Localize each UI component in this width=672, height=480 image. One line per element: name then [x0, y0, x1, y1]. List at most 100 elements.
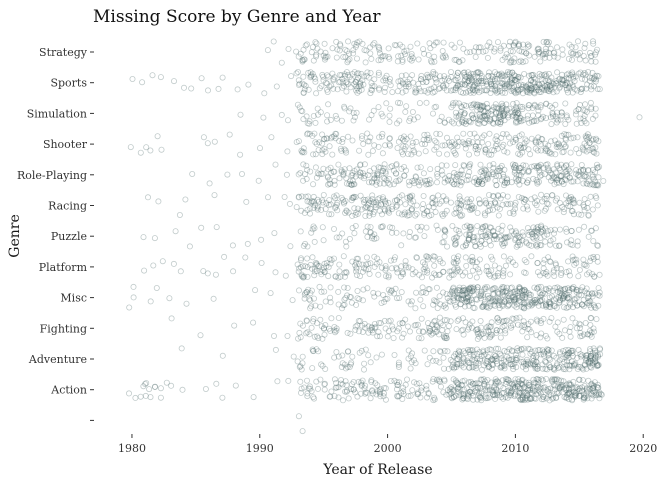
data-point	[492, 86, 499, 93]
data-point	[439, 142, 446, 149]
data-point	[366, 270, 373, 277]
data-point	[407, 193, 414, 200]
data-point	[482, 387, 489, 394]
data-point	[328, 315, 335, 322]
data-point	[443, 391, 450, 398]
data-point	[325, 201, 332, 208]
data-point	[508, 297, 515, 304]
data-point	[338, 194, 345, 201]
data-point	[516, 132, 523, 139]
data-point	[463, 298, 470, 305]
data-point	[520, 232, 527, 239]
data-point	[564, 173, 571, 180]
data-point	[552, 101, 559, 108]
data-point	[521, 360, 528, 367]
data-point	[587, 298, 594, 305]
data-point	[179, 386, 186, 393]
data-point	[507, 389, 514, 396]
data-point	[519, 394, 526, 401]
data-point	[564, 295, 571, 302]
data-point	[587, 314, 594, 321]
data-point	[534, 147, 541, 154]
data-point	[386, 135, 393, 142]
data-point	[469, 288, 476, 295]
data-point	[242, 254, 249, 261]
data-point	[524, 224, 531, 231]
data-point	[419, 79, 426, 86]
data-point	[465, 391, 472, 398]
data-point	[237, 111, 244, 118]
data-point	[587, 99, 594, 106]
data-point	[512, 391, 519, 398]
data-point	[563, 351, 570, 358]
data-point	[349, 177, 356, 184]
data-point	[491, 115, 498, 122]
data-point	[466, 348, 473, 355]
data-point	[536, 163, 543, 170]
data-point	[345, 348, 352, 355]
data-point	[590, 253, 597, 260]
data-point	[459, 378, 466, 385]
data-point	[481, 381, 488, 388]
data-point	[566, 174, 573, 181]
data-point	[462, 203, 469, 210]
data-point	[549, 104, 556, 111]
data-point	[373, 235, 380, 242]
data-point	[596, 345, 603, 352]
data-point	[545, 346, 552, 353]
data-point	[329, 45, 336, 52]
data-point	[554, 376, 561, 383]
data-point	[354, 70, 361, 77]
data-point	[344, 284, 351, 291]
data-point	[391, 256, 398, 263]
data-point	[458, 296, 465, 303]
data-point	[386, 112, 393, 119]
data-point	[586, 139, 593, 146]
data-point	[550, 394, 557, 401]
data-point	[525, 303, 532, 310]
data-point	[321, 268, 328, 275]
data-point	[378, 211, 385, 218]
data-point	[498, 177, 505, 184]
data-point	[488, 319, 495, 326]
data-point	[409, 109, 416, 116]
data-point	[451, 241, 458, 248]
data-point	[427, 45, 434, 52]
data-point	[469, 237, 476, 244]
data-point	[364, 196, 371, 203]
data-point	[432, 75, 439, 82]
data-point	[474, 120, 481, 127]
data-point	[448, 41, 455, 48]
data-point	[507, 361, 514, 368]
data-point	[537, 317, 544, 324]
data-point	[341, 301, 348, 308]
data-point	[400, 390, 407, 397]
data-point	[511, 106, 518, 113]
data-point	[581, 173, 588, 180]
data-point	[312, 139, 319, 146]
data-point	[285, 46, 292, 53]
data-point	[127, 144, 134, 151]
data-point	[380, 291, 387, 298]
data-point	[485, 323, 492, 330]
data-point	[594, 362, 601, 369]
data-point	[531, 194, 538, 201]
data-point	[490, 120, 497, 127]
data-point	[377, 223, 384, 230]
data-point	[507, 200, 514, 207]
data-point	[433, 103, 440, 110]
data-point	[592, 144, 599, 151]
data-point	[534, 104, 541, 111]
data-point	[451, 169, 458, 176]
data-point	[538, 115, 545, 122]
data-point	[468, 390, 475, 397]
data-point	[558, 377, 565, 384]
data-point	[565, 389, 572, 396]
data-point	[558, 291, 565, 298]
data-point	[592, 193, 599, 200]
data-point	[314, 333, 321, 340]
data-point	[389, 203, 396, 210]
data-point	[341, 146, 348, 153]
data-point	[382, 396, 389, 403]
data-point	[456, 171, 463, 178]
